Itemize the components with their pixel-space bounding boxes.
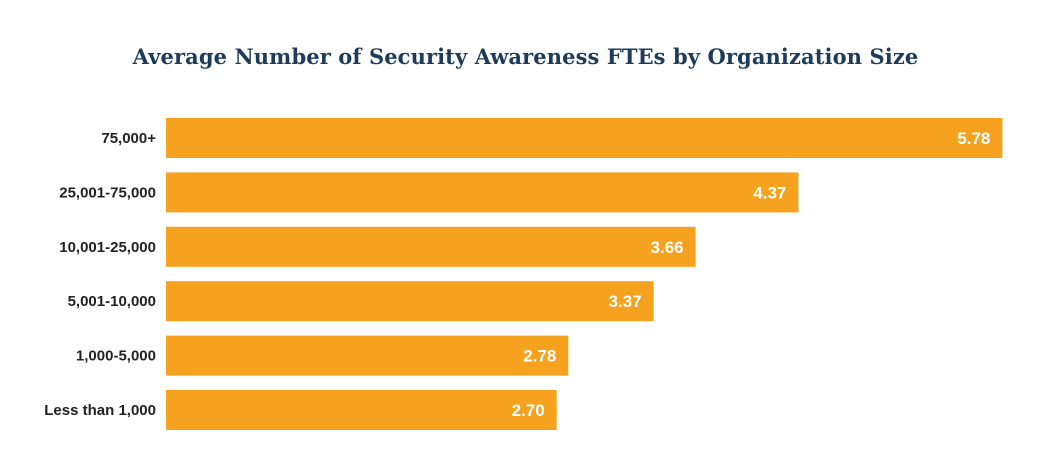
bar-5 <box>166 390 557 430</box>
value-label: 2.70 <box>512 401 545 420</box>
bar-0 <box>166 118 1003 158</box>
category-label: Less than 1,000 <box>44 402 156 419</box>
bar-2 <box>166 226 696 267</box>
labels-layer: 75,000+ 5.78 25,001-75,000 4.37 10,001-25,00… <box>44 129 990 420</box>
value-label: 4.37 <box>753 183 786 202</box>
category-label: 5,001-10,000 <box>68 293 156 310</box>
value-label: 3.66 <box>651 238 684 257</box>
value-label: 2.78 <box>523 347 556 366</box>
bar-1 <box>166 172 799 213</box>
chart-title: Average Number of Security Awareness FTE… <box>132 44 919 69</box>
value-label: 5.78 <box>957 129 990 148</box>
category-label: 75,000+ <box>101 130 156 147</box>
bar-4 <box>166 335 569 376</box>
bars-layer <box>166 118 1003 430</box>
category-label: 25,001-75,000 <box>59 184 156 201</box>
category-label: 1,000-5,000 <box>76 348 156 365</box>
bar-3 <box>166 281 654 322</box>
category-label: 10,001-25,000 <box>59 239 156 256</box>
value-label: 3.37 <box>609 292 642 311</box>
